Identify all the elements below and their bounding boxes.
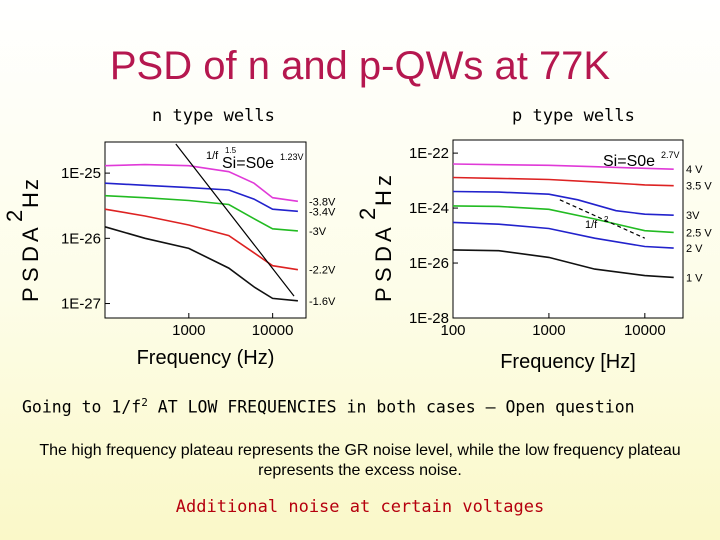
series-line (104, 226, 298, 302)
series-label: 3.5 V (686, 181, 712, 193)
series-line (104, 163, 299, 203)
series-line (452, 205, 674, 234)
open-question-suffix: AT LOW FREQUENCIES in both cases – Open … (147, 397, 635, 417)
formula-exponent: 1.23V (280, 152, 304, 162)
slope-exponent: 1.5 (225, 146, 237, 155)
formula-text: Si=S0e (222, 155, 274, 172)
series-line (452, 176, 674, 187)
x-tick-label: 100 (440, 322, 465, 339)
series-line (104, 194, 298, 232)
y-tick-label: 1E-22 (409, 145, 449, 162)
footer-note: Additional noise at certain voltages (175, 497, 545, 517)
x-tick-label: 1000 (172, 322, 205, 339)
series-label: 2 V (686, 243, 703, 255)
explanation-paragraph: The high frequency plateau represents th… (39, 442, 681, 479)
y-axis-letter: P (18, 287, 43, 302)
y-axis-letter: P (371, 287, 396, 302)
y-axis-letter: z (18, 179, 43, 190)
y-tick-label: 1E-26 (61, 230, 101, 247)
p-wells-label: p type wells (512, 106, 635, 126)
y-axis-letter: 2 (355, 208, 380, 220)
series-label: -3.8V (309, 196, 336, 208)
x-tick-label: 1000 (532, 322, 565, 339)
formula-exponent: 2.7V (661, 150, 680, 160)
series-line (452, 249, 674, 279)
y-axis-letter: S (371, 267, 396, 282)
series-line (452, 190, 674, 216)
y-tick-label: 1E-25 (61, 165, 101, 182)
slope-text: 1/f (585, 219, 598, 231)
series-line (104, 208, 299, 271)
series-label: 3V (686, 210, 700, 222)
y-tick-label: 1E-26 (409, 255, 449, 272)
y-axis-letter: S (18, 267, 43, 282)
series-line (452, 221, 674, 249)
y-tick-label: 1E-24 (409, 200, 449, 217)
series-line (452, 163, 674, 170)
y-tick-label: 1E-27 (61, 296, 101, 313)
y-axis-letter: H (371, 190, 396, 206)
series-label: -3.4V (309, 206, 336, 218)
open-question-sup: 2 (141, 396, 148, 409)
series-line (104, 182, 298, 213)
fit-line (175, 143, 295, 297)
y-axis-letter: H (18, 192, 43, 208)
y-axis-letter: A (18, 227, 43, 242)
formula-text: Si=S0e (603, 153, 655, 170)
series-label: -3V (309, 226, 327, 238)
n-wells-label: n type wells (152, 106, 275, 126)
plot-frame (452, 139, 684, 319)
y-axis-letter: A (371, 227, 396, 242)
y-axis-letter: 2 (2, 210, 27, 222)
x-axis-label: Frequency [Hz] (500, 351, 636, 373)
series-label: -1.6V (309, 296, 336, 308)
x-tick-label: 10000 (624, 322, 666, 339)
series-label: 2.5 V (686, 227, 712, 239)
n-wells-chart: 1E-25 1E-26 1E-27 1000 10000 -3.8V-3.4V -3V -2.… (2, 141, 336, 369)
open-question-prefix: Going to 1/f (22, 397, 142, 417)
series-label: -2.2V (309, 265, 336, 277)
slope-text: 1/f (206, 150, 219, 162)
x-tick-label: 10000 (252, 322, 294, 339)
fit-line (559, 199, 646, 239)
series-label: 1 V (686, 272, 703, 284)
slide-title: PSD of n and p-QWs at 77K (109, 44, 611, 88)
slope-exponent: 2 (604, 215, 609, 224)
x-axis-label: Frequency (Hz) (137, 347, 275, 369)
y-axis-letter: D (371, 246, 396, 262)
series-label: 4 V (686, 164, 703, 176)
y-tick-label: 1E-28 (409, 310, 449, 327)
y-axis-letter: z (371, 175, 396, 186)
open-question-line: Going to 1/f2 AT LOW FREQUENCIES in both… (22, 396, 712, 417)
y-axis-letter: D (18, 246, 43, 262)
